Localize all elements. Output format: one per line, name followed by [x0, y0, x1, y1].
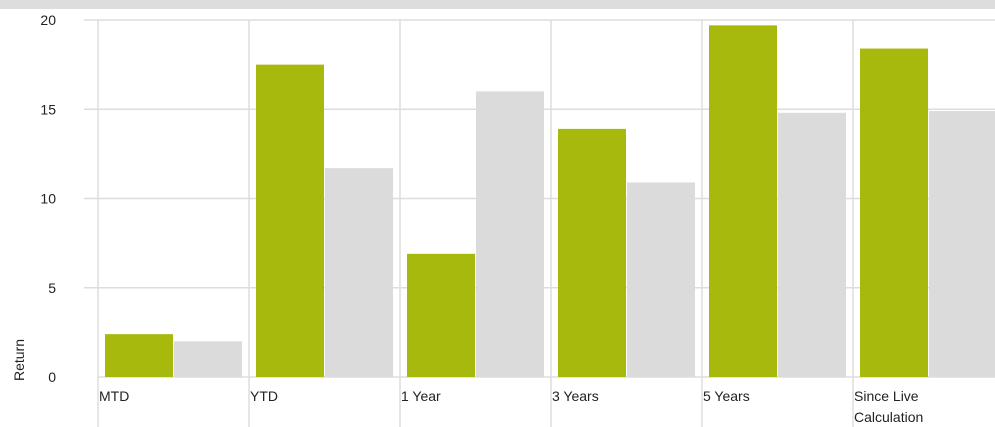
y-tick-label: 10 — [40, 191, 56, 207]
category-label: 3 Years — [552, 388, 599, 404]
bar-series-2 — [174, 341, 242, 377]
category-label-line: YTD — [250, 388, 278, 404]
category-label-line: Since Live — [854, 388, 919, 404]
category-label: 1 Year — [401, 388, 441, 404]
bar-series-1 — [105, 334, 173, 377]
bar-series-2 — [325, 168, 393, 377]
category-label-line: MTD — [99, 388, 129, 404]
category-label-line: Calculation — [854, 409, 923, 425]
bar-series-1 — [256, 64, 324, 377]
bar-series-2 — [929, 111, 995, 377]
bar-series-1 — [860, 48, 928, 378]
bar-series-2 — [476, 91, 544, 378]
y-tick-label: 20 — [40, 12, 56, 28]
y-tick-labels: 0 5 10 15 20 — [40, 12, 56, 385]
y-tick-label: 15 — [40, 101, 56, 117]
bars — [105, 25, 995, 378]
category-label: 5 Years — [703, 388, 750, 404]
bar-series-1 — [709, 25, 777, 377]
bar-series-1 — [407, 253, 475, 377]
category-label: MTD — [99, 388, 129, 404]
bar-series-1 — [558, 128, 626, 377]
bar-series-2 — [627, 182, 695, 377]
y-axis-title: Return — [11, 339, 27, 381]
category-label-line: 1 Year — [401, 388, 441, 404]
y-tick-label: 0 — [48, 369, 56, 385]
category-label: Since Live Calculation — [854, 388, 923, 425]
category-label-line: 3 Years — [552, 388, 599, 404]
category-labels: MTD YTD 1 Year 3 Years 5 Years Since Live Calc… — [99, 388, 923, 425]
y-tick-label: 5 — [48, 280, 56, 296]
top-band — [0, 0, 995, 9]
bar-series-2 — [778, 112, 846, 377]
category-label: YTD — [250, 388, 278, 404]
category-label-line: 5 Years — [703, 388, 750, 404]
